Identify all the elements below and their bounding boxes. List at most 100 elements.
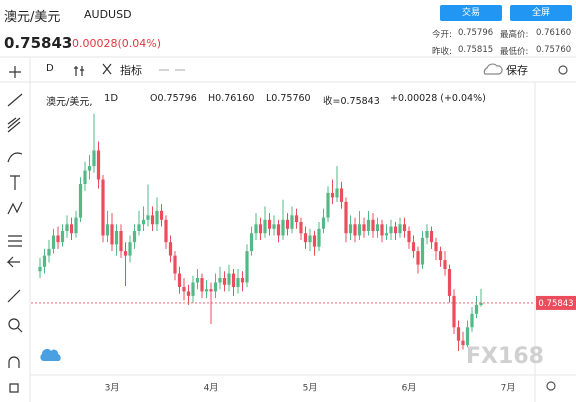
stat-value: 0.76160 xyxy=(536,28,572,38)
candle-body xyxy=(74,217,78,234)
indicators-button[interactable]: 指标 xyxy=(120,64,142,77)
stat-value: 0.75796 xyxy=(458,28,494,38)
candle-body xyxy=(479,302,483,306)
candle-body xyxy=(164,219,168,243)
candle-body xyxy=(110,224,114,245)
candle-body xyxy=(60,231,65,243)
candle-body xyxy=(69,224,74,234)
candle-body xyxy=(303,233,308,243)
candle-body xyxy=(137,224,141,231)
candle-body xyxy=(132,231,137,243)
candle-body xyxy=(168,242,173,256)
candle-body xyxy=(78,184,83,218)
candle-body xyxy=(456,327,461,341)
candle-body xyxy=(276,224,281,236)
trade-button[interactable]: 交易 xyxy=(440,5,502,21)
candle-body xyxy=(299,222,303,234)
candle-body xyxy=(173,255,177,274)
candle-body xyxy=(335,188,339,198)
candle-body xyxy=(200,278,204,292)
legend-name: 澳元/美元, xyxy=(46,97,93,108)
candle-body xyxy=(258,224,263,234)
candle-body xyxy=(204,289,209,292)
candle-body xyxy=(96,150,101,180)
candle-body xyxy=(119,231,123,252)
candle-body xyxy=(222,278,227,285)
candle-body xyxy=(470,313,474,328)
legend-high: H0.76160 xyxy=(208,93,255,104)
candle-body xyxy=(101,179,105,236)
candle-body xyxy=(195,278,200,283)
candle-body xyxy=(398,224,402,234)
candle-body xyxy=(245,251,249,283)
price: 0.75843 xyxy=(4,34,73,52)
candle-body xyxy=(420,237,425,265)
candle-body xyxy=(452,295,456,328)
legend-close: 收=0.75843 xyxy=(323,96,380,107)
candle-body xyxy=(123,251,128,256)
candle-body xyxy=(438,251,443,261)
candle-body xyxy=(425,231,429,238)
candle-body xyxy=(218,278,222,283)
candle-body xyxy=(407,231,411,243)
x-tick-label: 6月 xyxy=(402,383,417,394)
candle-body xyxy=(353,224,357,236)
candle-body xyxy=(411,242,416,252)
tool-icons[interactable] xyxy=(6,63,568,393)
candle-body xyxy=(281,219,285,236)
candle-body xyxy=(240,278,245,283)
candle-body xyxy=(105,224,110,236)
candle-body xyxy=(155,210,159,225)
candle-body xyxy=(290,215,294,229)
candle-body xyxy=(362,224,366,231)
candle-body xyxy=(92,150,96,167)
candle-body xyxy=(38,266,42,272)
candle-body xyxy=(443,260,447,270)
candle-body xyxy=(231,273,236,287)
legend-change: +0.00028 (+0.04%) xyxy=(390,93,486,104)
candle-body xyxy=(384,233,389,236)
interval-button[interactable]: D xyxy=(46,63,54,74)
candle-body xyxy=(321,217,326,229)
candle-body xyxy=(285,219,290,229)
candle-body xyxy=(348,224,353,234)
candle-body xyxy=(263,219,267,234)
x-tick-label: 4月 xyxy=(204,383,219,394)
candle-body xyxy=(182,286,186,292)
save-button[interactable]: 保存 xyxy=(506,64,528,77)
candle-body xyxy=(389,226,393,234)
last-price-label: 0.75843 xyxy=(538,299,573,309)
candle-body xyxy=(339,188,344,202)
candle-body xyxy=(330,192,335,198)
candle-body xyxy=(344,201,348,234)
pair-name: 澳元/美元 xyxy=(4,10,61,25)
candle-body xyxy=(416,251,420,265)
candle-body xyxy=(366,219,371,231)
candle-body xyxy=(326,192,330,218)
candle-body xyxy=(254,224,258,234)
candle-body xyxy=(83,170,87,184)
candle-body xyxy=(465,327,470,346)
stat-value: 0.75815 xyxy=(458,45,494,55)
candle-body xyxy=(312,235,317,247)
candle-body xyxy=(191,282,195,296)
candle-body xyxy=(65,224,69,231)
candle-body xyxy=(474,304,479,314)
candle-body xyxy=(87,166,92,171)
candle-body xyxy=(47,248,51,256)
candle-body xyxy=(146,215,150,220)
candle-body xyxy=(308,235,312,243)
candle-body xyxy=(249,233,254,252)
candle-body xyxy=(213,282,218,292)
stat-label: 昨收: xyxy=(432,47,452,57)
candle-body xyxy=(56,235,60,243)
candle-body xyxy=(42,255,47,267)
fullscreen-button[interactable]: 全屏 xyxy=(510,5,572,21)
candle-body xyxy=(227,273,231,285)
cloud-icon[interactable] xyxy=(40,349,61,361)
candle-body xyxy=(150,215,155,225)
x-tick-label: 5月 xyxy=(303,383,318,394)
change: 0.00028(0.04%) xyxy=(72,37,162,50)
candle-body xyxy=(402,224,407,231)
